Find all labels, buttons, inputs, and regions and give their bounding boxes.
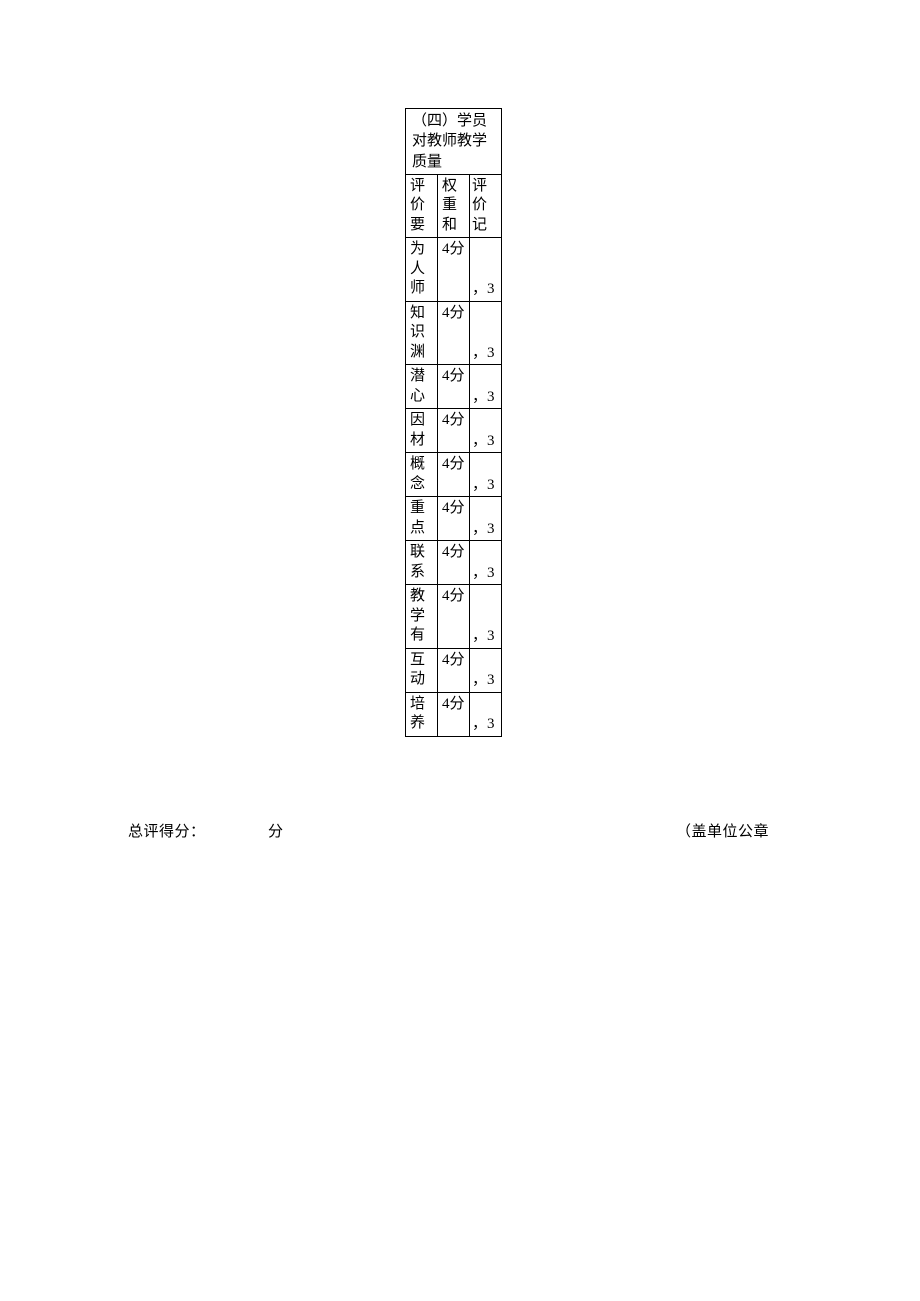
score-cell: ，3	[470, 365, 502, 409]
score-cell: ，3	[470, 409, 502, 453]
header-score: 评价记	[470, 174, 502, 238]
criterion-cell: 知识渊	[406, 301, 438, 365]
weight-cell: 4分	[438, 648, 470, 692]
score-cell: ，3	[470, 541, 502, 585]
seal-label: （盖单位公章	[676, 820, 769, 841]
criterion-cell: 概念	[406, 453, 438, 497]
score-cell: ，3	[470, 648, 502, 692]
table-row: 互动4分，3	[406, 648, 502, 692]
table-row: 教学有4分，3	[406, 585, 502, 649]
header-criterion: 评价要	[406, 174, 438, 238]
score-cell: ，3	[470, 585, 502, 649]
score-cell: ，3	[470, 238, 502, 302]
title-row: （四）学员对教师教学质量	[406, 109, 502, 175]
weight-cell: 4分	[438, 301, 470, 365]
criterion-cell: 重点	[406, 497, 438, 541]
criterion-cell: 为人师	[406, 238, 438, 302]
table-title: （四）学员对教师教学质量	[406, 109, 502, 175]
evaluation-table: （四）学员对教师教学质量 评价要 权重和 评价记 为人师4分，3知识渊4分，3潜…	[405, 108, 502, 737]
table-row: 培养4分，3	[406, 692, 502, 736]
criterion-cell: 潜心	[406, 365, 438, 409]
weight-cell: 4分	[438, 692, 470, 736]
criterion-cell: 教学有	[406, 585, 438, 649]
weight-cell: 4分	[438, 238, 470, 302]
score-unit: 分	[268, 820, 284, 841]
table-row: 为人师4分，3	[406, 238, 502, 302]
weight-cell: 4分	[438, 497, 470, 541]
weight-cell: 4分	[438, 541, 470, 585]
score-cell: ，3	[470, 453, 502, 497]
weight-cell: 4分	[438, 365, 470, 409]
weight-cell: 4分	[438, 409, 470, 453]
table-row: 联系4分，3	[406, 541, 502, 585]
weight-cell: 4分	[438, 585, 470, 649]
table-row: 潜心4分，3	[406, 365, 502, 409]
criterion-cell: 培养	[406, 692, 438, 736]
evaluation-table-container: （四）学员对教师教学质量 评价要 权重和 评价记 为人师4分，3知识渊4分，3潜…	[405, 108, 502, 737]
score-cell: ，3	[470, 692, 502, 736]
total-score-label: 总评得分：	[128, 820, 206, 841]
header-row: 评价要 权重和 评价记	[406, 174, 502, 238]
table-row: 知识渊4分，3	[406, 301, 502, 365]
score-cell: ，3	[470, 497, 502, 541]
weight-cell: 4分	[438, 453, 470, 497]
table-row: 概念4分，3	[406, 453, 502, 497]
criterion-cell: 联系	[406, 541, 438, 585]
header-weight: 权重和	[438, 174, 470, 238]
criterion-cell: 互动	[406, 648, 438, 692]
score-cell: ，3	[470, 301, 502, 365]
table-row: 因材4分，3	[406, 409, 502, 453]
criterion-cell: 因材	[406, 409, 438, 453]
table-row: 重点4分，3	[406, 497, 502, 541]
